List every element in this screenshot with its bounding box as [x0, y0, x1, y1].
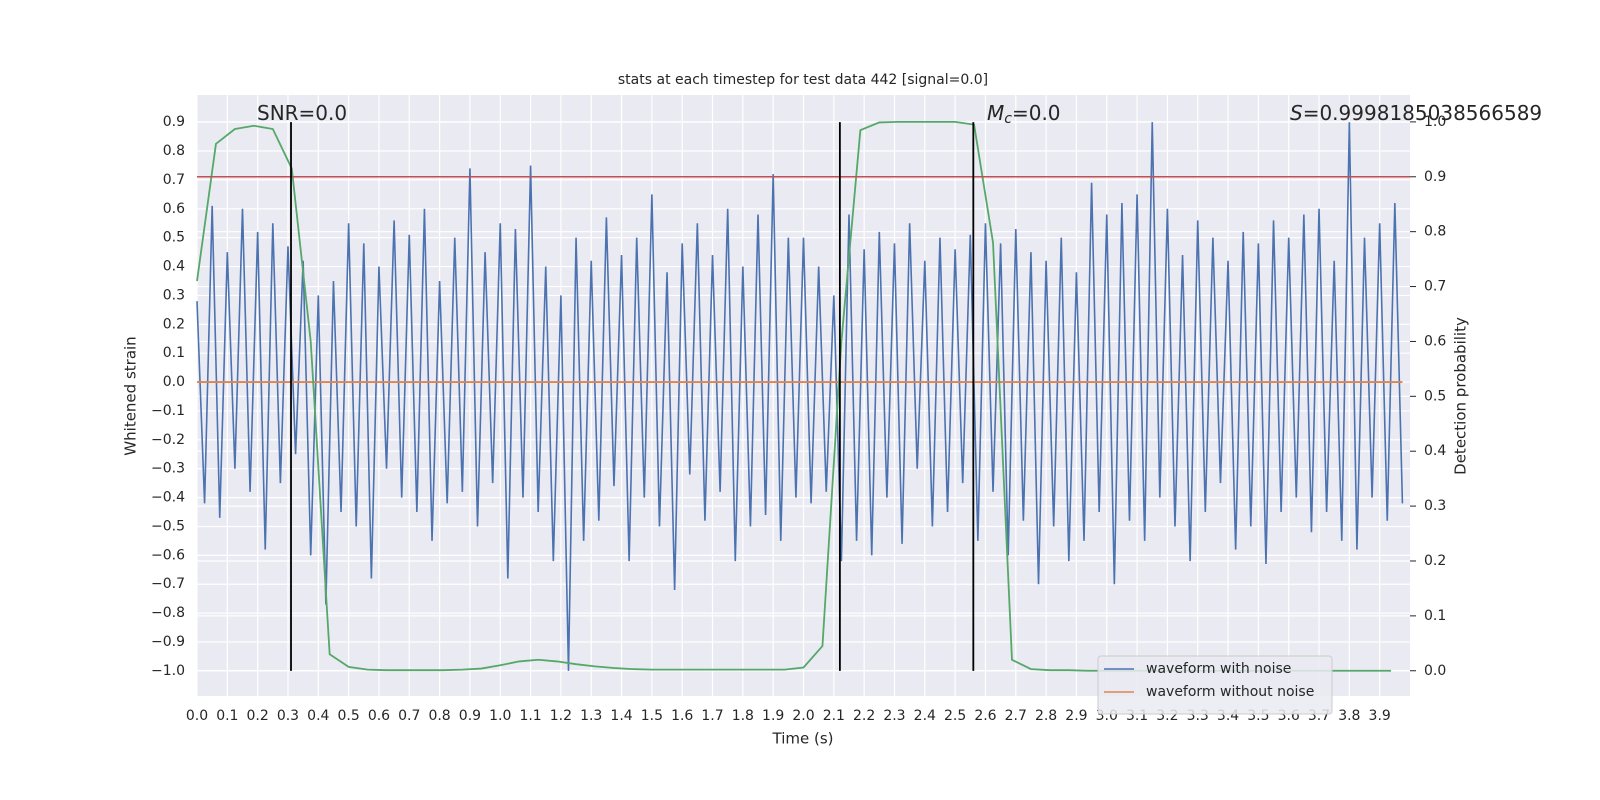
x-tick-label: 2.1 [823, 708, 845, 724]
x-tick-label: 0.4 [307, 708, 329, 724]
y2-tick-label: 0.7 [1424, 279, 1446, 295]
y-tick-label: 0.8 [163, 143, 185, 159]
x-tick-label: 1.4 [610, 708, 632, 724]
y2-tick-label: 0.0 [1424, 663, 1446, 679]
x-tick-label: 0.3 [277, 708, 299, 724]
x-tick-label: 0.1 [216, 708, 238, 724]
y-tick-label: 0.6 [163, 201, 185, 217]
x-tick-label: 0.5 [337, 708, 359, 724]
annotation-text: =0.0 [1012, 101, 1061, 125]
y-tick-label: 0.1 [163, 345, 185, 361]
x-tick-label: 1.3 [580, 708, 602, 724]
annotation-symbol: M [987, 101, 1004, 125]
y-tick-label: −0.1 [151, 403, 185, 419]
y-tick-label: −0.7 [151, 576, 185, 592]
series-line [196, 122, 1404, 671]
y2-axis-label: Detection probability [1452, 317, 1470, 475]
y-tick-label: −0.8 [151, 605, 185, 621]
x-tick-label: 2.3 [883, 708, 905, 724]
x-tick-label: 1.5 [641, 708, 663, 724]
x-tick-label: 2.7 [1005, 708, 1027, 724]
y-tick-label: −0.4 [151, 490, 185, 506]
annotation: SNR=0.0 [257, 101, 347, 125]
y-tick-label: 0.4 [163, 259, 185, 275]
x-tick-label: 1.7 [701, 708, 723, 724]
y2-tick-label: 0.6 [1424, 333, 1446, 349]
x-tick-label: 2.5 [944, 708, 966, 724]
x-tick-label: 2.6 [974, 708, 996, 724]
y2-tick-label: 0.9 [1424, 169, 1446, 185]
y-tick-label: 0.2 [163, 316, 185, 332]
x-tick-label: 2.9 [1065, 708, 1087, 724]
x-tick-label: 3.8 [1338, 708, 1360, 724]
x-tick-label: 0.8 [428, 708, 450, 724]
y-tick-label: 0.0 [163, 374, 185, 390]
y-tick-label: 0.3 [163, 287, 185, 303]
x-tick-label: 3.9 [1369, 708, 1391, 724]
chart-title: stats at each timestep for test data 442… [618, 72, 988, 88]
x-tick-label: 2.0 [792, 708, 814, 724]
legend-box [1097, 655, 1333, 715]
y-tick-label: −1.0 [151, 663, 185, 679]
annotation-text: =0.9998185038566589 [1303, 101, 1542, 125]
y-tick-label: −0.3 [151, 461, 185, 477]
y-tick-label: 0.5 [163, 230, 185, 246]
x-tick-label: 0.6 [368, 708, 390, 724]
y-tick-label: −0.9 [151, 634, 185, 650]
x-axis-label: Time (s) [772, 730, 834, 748]
x-tick-label: 1.2 [550, 708, 572, 724]
legend-label: waveform without noise [1146, 684, 1314, 700]
x-tick-label: 0.9 [459, 708, 481, 724]
x-tick-label: 2.8 [1035, 708, 1057, 724]
y-tick-label: 0.9 [163, 114, 185, 130]
y2-tick-label: 0.3 [1424, 498, 1446, 514]
y2-tick-label: 0.8 [1424, 224, 1446, 240]
x-tick-label: 1.1 [519, 708, 541, 724]
x-tick-label: 1.0 [489, 708, 511, 724]
x-tick-label: 1.9 [762, 708, 784, 724]
y-axis-label: Whitened strain [122, 336, 140, 455]
y-tick-label: −0.5 [151, 518, 185, 534]
annotation-symbol: S [1290, 101, 1303, 125]
y2-tick-label: 0.5 [1424, 388, 1446, 404]
x-tick-label: 1.8 [732, 708, 754, 724]
y-tick-label: −0.6 [151, 547, 185, 563]
y-tick-label: −0.2 [151, 432, 185, 448]
x-tick-label: 2.4 [914, 708, 936, 724]
y2-tick-label: 0.4 [1424, 443, 1446, 459]
y2-tick-label: 0.2 [1424, 553, 1446, 569]
x-tick-label: 0.0 [186, 708, 208, 724]
annotation-text: SNR=0.0 [257, 101, 347, 125]
x-tick-label: 0.7 [398, 708, 420, 724]
legend-label: waveform with noise [1146, 661, 1291, 677]
x-tick-label: 2.2 [853, 708, 875, 724]
y2-tick-label: 1.0 [1424, 114, 1446, 130]
annotation: S=0.9998185038566589 [1290, 101, 1542, 125]
x-tick-label: 0.2 [247, 708, 269, 724]
annotation: Mc=0.0 [987, 101, 1061, 128]
annotation-subscript: c [1004, 111, 1012, 127]
x-tick-label: 1.6 [671, 708, 693, 724]
y2-tick-label: 0.1 [1424, 608, 1446, 624]
y-tick-label: 0.7 [163, 172, 185, 188]
